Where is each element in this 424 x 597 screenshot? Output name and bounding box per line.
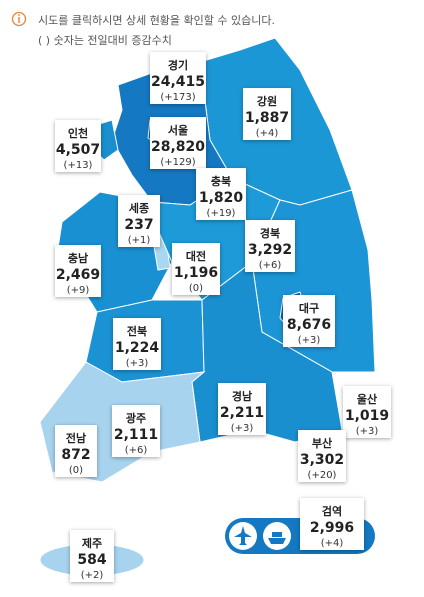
region-total: 872 — [61, 447, 91, 463]
region-name: 제주 — [81, 537, 103, 550]
region-change: (+3) — [297, 335, 321, 346]
region-change: (+6) — [258, 260, 282, 271]
region-total: 1,887 — [244, 110, 290, 126]
region-change: (+3) — [230, 423, 254, 434]
region-name: 전북 — [126, 325, 148, 338]
region-total: 1,224 — [114, 340, 160, 356]
region-box[interactable]: 경남 2,211 (+3) — [218, 383, 266, 435]
region-box[interactable]: 세종 237 (+1) — [118, 195, 160, 247]
airplane-icon — [234, 526, 252, 545]
region-change: (+6) — [124, 445, 148, 456]
region-total: 28,820 — [150, 139, 206, 155]
region-box[interactable]: 경북 3,292 (+6) — [245, 220, 295, 272]
region-box[interactable]: 대전 1,196 (0) — [172, 243, 220, 295]
region-total: 1,820 — [198, 190, 244, 206]
region-change: (+3) — [125, 358, 149, 369]
notice-message: 시도를 클릭하시면 상세 현황을 확인할 수 있습니다. — [38, 14, 275, 27]
region-change: (+2) — [80, 570, 104, 581]
region-name: 부산 — [311, 437, 333, 450]
region-box[interactable]: 대구 8,676 (+3) — [283, 295, 335, 347]
region-name: 검역 — [321, 505, 343, 518]
region-total: 2,996 — [309, 520, 355, 536]
region-change: (+3) — [355, 426, 379, 437]
info-icon-dot — [18, 14, 20, 16]
region-name: 서울 — [167, 124, 189, 137]
region-name: 충북 — [210, 175, 232, 188]
region-name: 전남 — [65, 432, 87, 445]
region-name: 세종 — [128, 202, 150, 215]
region-box[interactable]: 울산 1,019 (+3) — [343, 386, 391, 438]
region-box[interactable]: 충남 2,469 (+9) — [55, 245, 101, 297]
region-total: 2,469 — [55, 267, 101, 283]
region-box[interactable]: 강원 1,887 (+4) — [243, 88, 291, 140]
region-name: 경북 — [259, 227, 281, 240]
region-total: 3,302 — [299, 452, 345, 468]
region-total: 8,676 — [286, 317, 332, 333]
region-box[interactable]: 충북 1,820 (+19) — [196, 168, 246, 220]
region-name: 강원 — [256, 95, 278, 108]
region-box[interactable]: 검역 2,996 (+4) — [300, 498, 364, 550]
region-total: 1,019 — [344, 408, 390, 424]
region-change: (+13) — [63, 160, 93, 171]
region-total: 237 — [124, 217, 154, 233]
region-name: 울산 — [356, 393, 378, 406]
region-change: (+1) — [127, 235, 151, 246]
region-total: 1,196 — [173, 265, 219, 281]
region-box[interactable]: 부산 3,302 (+20) — [298, 430, 346, 482]
info-icon — [11, 11, 27, 27]
region-name: 충남 — [67, 252, 89, 265]
region-name: 대구 — [298, 302, 320, 315]
region-change: (+20) — [307, 470, 337, 481]
region-name: 인천 — [67, 127, 89, 140]
region-change: (+129) — [160, 157, 196, 168]
region-name: 경기 — [167, 59, 189, 72]
region-name: 경남 — [231, 390, 253, 403]
region-total: 24,415 — [150, 74, 206, 90]
region-box[interactable]: 경기 24,415 (+173) — [150, 52, 206, 104]
region-box[interactable]: 광주 2,111 (+6) — [112, 405, 160, 457]
region-box[interactable]: 인천 4,507 (+13) — [55, 120, 101, 172]
region-name: 광주 — [125, 412, 147, 425]
notice-legend: ( ) 숫자는 전일대비 증감수치 — [38, 34, 172, 47]
region-total: 2,111 — [113, 427, 159, 443]
region-total: 2,211 — [219, 405, 265, 421]
region-change: (+19) — [206, 208, 236, 219]
region-total: 3,292 — [247, 242, 293, 258]
region-change: (+4) — [320, 538, 344, 549]
region-total: 4,507 — [55, 142, 101, 158]
region-box[interactable]: 서울 28,820 (+129) — [150, 117, 206, 169]
region-box[interactable]: 제주 584 (+2) — [70, 530, 114, 582]
region-name: 대전 — [185, 250, 207, 263]
region-box[interactable]: 전북 1,224 (+3) — [113, 318, 161, 370]
region-change: (0) — [68, 465, 84, 476]
region-change: (+173) — [160, 92, 196, 103]
ship-icon — [268, 532, 286, 544]
region-change: (+9) — [66, 285, 90, 296]
region-change: (+4) — [255, 128, 279, 139]
region-box[interactable]: 전남 872 (0) — [55, 425, 97, 477]
region-change: (0) — [188, 283, 204, 294]
region-total: 584 — [77, 552, 107, 568]
